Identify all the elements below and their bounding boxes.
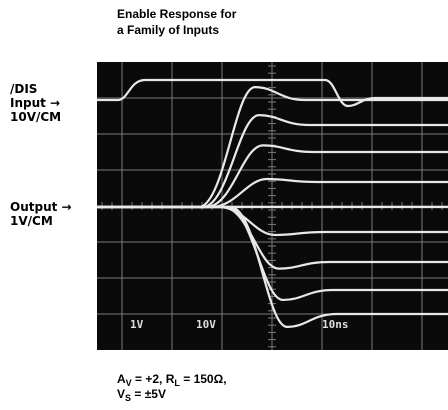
caption-line: VS = ±5V <box>117 387 166 403</box>
label: Output → <box>10 200 72 214</box>
title-line: a Family of Inputs <box>117 23 219 37</box>
screen-label: 10V <box>196 318 216 331</box>
label: 10V/CM <box>10 110 61 124</box>
screen-label: 1V <box>130 318 144 331</box>
caption-line: AV = +2, RL = 150Ω, <box>117 372 227 388</box>
label: Input → <box>10 96 60 110</box>
figure: Enable Response for a Family of Inputs /… <box>0 0 448 410</box>
title-line: Enable Response for <box>117 7 237 21</box>
label: 1V/CM <box>10 214 53 228</box>
label: /DIS <box>10 82 37 96</box>
screen-label: 10ns <box>322 318 349 331</box>
